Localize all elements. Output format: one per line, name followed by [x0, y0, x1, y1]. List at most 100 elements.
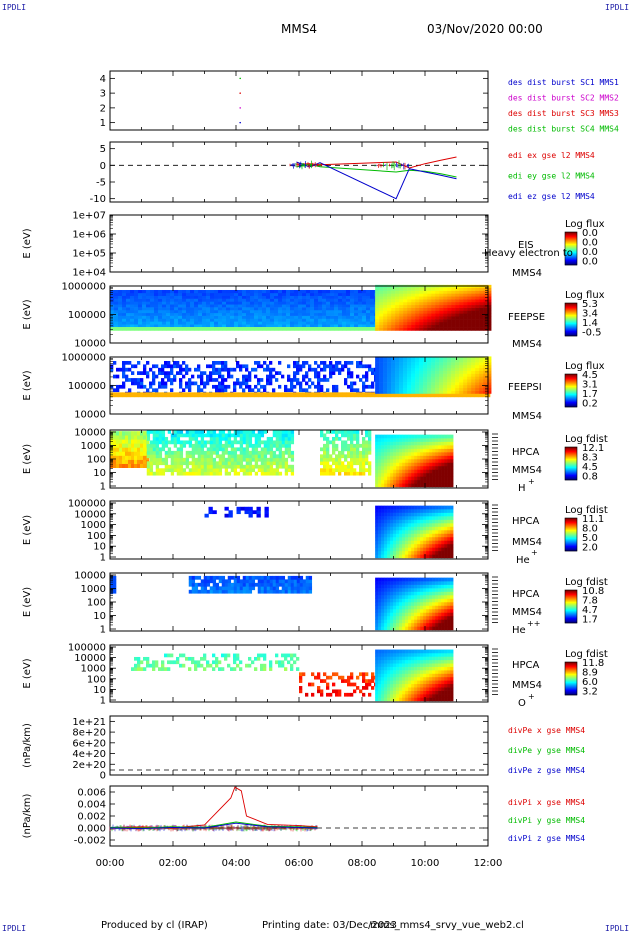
feepse-colorbar-cell: [565, 328, 577, 330]
hpca_he-cell: [435, 540, 439, 545]
feepse-cell: [350, 328, 355, 331]
hpca_he-cell: [444, 505, 448, 510]
hpca_h-cell: [248, 454, 253, 459]
feepse-cell: [338, 301, 343, 305]
hpca_he-cell: [438, 530, 442, 534]
feepse-cell: [154, 309, 159, 314]
feepse-cell: [334, 315, 339, 319]
feepsi-cell: [368, 364, 372, 369]
feepse-cell: [318, 295, 323, 299]
feepse-cell: [431, 299, 436, 303]
hpca_h-cell: [405, 448, 409, 453]
feepsi-cell: [431, 390, 436, 394]
hpca_h-cell: [396, 483, 400, 488]
footer-printing-date: Printing date: 03/Dec/2023: [262, 920, 398, 931]
feepse-cell: [467, 321, 472, 326]
feepse-cell: [443, 310, 448, 314]
hpca_h-cell: [420, 472, 424, 477]
feepsi-instrument-label: MMS4: [512, 411, 542, 422]
hpca_he-cell: [450, 550, 454, 555]
feepsi-cell: [475, 362, 480, 366]
feepse-cell: [262, 301, 267, 305]
feepsi-cell: [152, 381, 156, 386]
hpca_h-cell: [393, 459, 397, 463]
feepsi-cell: [387, 362, 392, 366]
feepsi-cell: [206, 374, 210, 379]
hpca_h-cell: [200, 447, 205, 452]
feepse-cell: [379, 299, 384, 303]
hpca_he-cell: [381, 505, 385, 510]
feepse-cell: [286, 315, 291, 319]
feepse-cell: [178, 318, 183, 322]
hpca_he-cell: [450, 519, 454, 524]
feepse-cell: [282, 321, 287, 325]
hpca_he-cell: [426, 543, 430, 548]
feepsi-cell: [296, 371, 300, 375]
feepse-cell: [326, 289, 331, 294]
feepse-cell: [198, 318, 203, 322]
feepse-cell: [431, 296, 436, 300]
hpca_h-cell: [435, 455, 439, 460]
feepsi-cell: [284, 384, 288, 389]
feepse-cell: [134, 318, 139, 322]
feepse-cell: [475, 301, 480, 306]
feepse-cell: [262, 304, 267, 308]
feepse-cell: [130, 309, 135, 314]
hpca_h-cell: [356, 471, 360, 476]
feepsi-cell: [475, 373, 480, 377]
hpca_h-cell: [248, 436, 253, 441]
feepsi-cell: [455, 387, 460, 391]
burst-frame: [109, 70, 489, 131]
feepse-cell: [463, 296, 468, 300]
feepsi-cell: [471, 359, 476, 363]
hpca_h-cell: [251, 454, 256, 459]
feepse-cell: [330, 321, 335, 325]
hpca_he-cell: [390, 512, 394, 517]
hpca_h-cell: [420, 465, 424, 470]
feepse-cell: [419, 307, 424, 311]
hpca_he-cell: [423, 530, 427, 534]
feepse-cell: [407, 293, 412, 297]
hpca_h-cell: [119, 431, 123, 436]
feepse-cell: [334, 318, 339, 322]
feepse-cell: [158, 304, 163, 308]
hpca_h-cell: [224, 457, 229, 462]
feepse-instrument-label: FEEPSE: [508, 312, 545, 323]
feepse-cell: [130, 324, 135, 328]
feepse-cell: [130, 327, 135, 330]
hpca_he-cell: [441, 509, 445, 513]
feepse-cell: [471, 324, 476, 328]
hpca_h-cell: [158, 447, 163, 452]
feepsi-cell: [479, 367, 484, 371]
feepse-cell: [274, 307, 279, 311]
eis-colorbar-cell: [565, 252, 577, 254]
feepse-cell: [483, 307, 488, 311]
hpca_h-colorbar-cell: [565, 450, 577, 452]
hpca_h-cell: [387, 465, 391, 470]
feepsi-cell: [254, 392, 259, 395]
feepsi-cell: [242, 374, 246, 379]
feepsi-cell: [382, 394, 387, 398]
hpca_he-colorbar-cell: [565, 548, 577, 550]
eis-colorbar-cell: [565, 255, 577, 257]
feepsi-cell: [263, 360, 267, 365]
feepse-cell: [146, 321, 151, 325]
feepse-cell: [162, 307, 167, 311]
feepsi-cell: [296, 381, 300, 386]
hpca_he-cell: [435, 509, 439, 513]
feepse-cell: [198, 301, 203, 305]
feepsi-colorbar-cell: [565, 383, 577, 385]
feepse-cell: [130, 328, 135, 331]
feepse-cell: [190, 292, 195, 296]
feepse-cell: [415, 319, 420, 323]
feepse-cell: [370, 328, 375, 331]
feepsi-cell: [197, 367, 201, 372]
feepsi-cell: [356, 360, 360, 365]
feepse-cell: [455, 313, 460, 317]
feepsi-cell: [173, 360, 177, 365]
hpca_hepp-cell: [200, 586, 205, 591]
hpca_h-cell: [152, 436, 157, 441]
hpca_h-cell: [143, 439, 147, 444]
eis-colorbar-cell: [565, 249, 577, 251]
hpca_he-colorbar-border: [564, 517, 578, 552]
